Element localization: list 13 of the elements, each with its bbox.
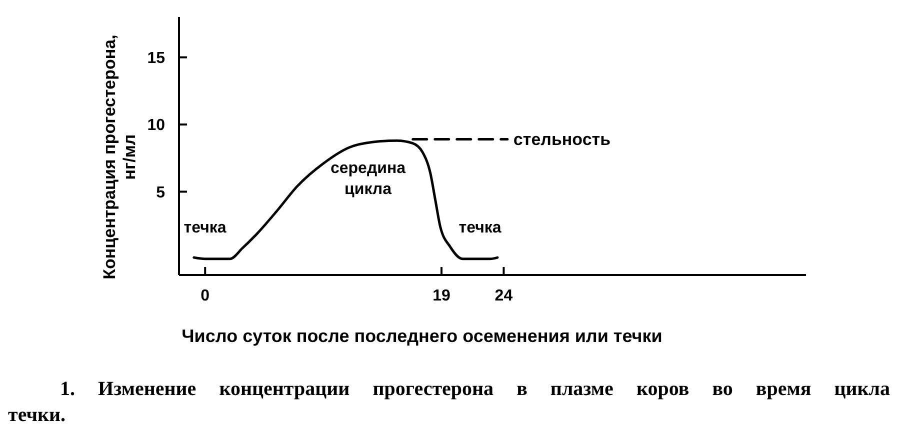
y-tick-label: 5: [156, 184, 166, 202]
annotation: течка: [458, 218, 502, 238]
text: 1. Изменение концентрации прогестерона в плазме коров во время цикла течки.: [8, 377, 890, 428]
y-tick-label: 10: [147, 117, 166, 134]
x-tick-label: 24: [494, 287, 513, 304]
y-axis-title: Концентрация прогестерона, нг/мл: [100, 34, 140, 282]
annotation: середина цикла: [329, 159, 407, 200]
annotation: течка: [182, 218, 228, 238]
x-axis-title: Число суток после последнего осеменения или течки: [180, 326, 664, 347]
y-tick-label: 15: [147, 50, 166, 67]
x-tick-label: 19: [432, 287, 450, 304]
x-tick-label: 0: [200, 287, 210, 304]
series-label: стельность: [513, 130, 611, 149]
